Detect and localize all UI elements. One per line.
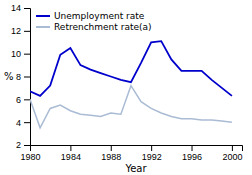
legend-label: Retrenchment rate(a) — [54, 22, 152, 32]
tick: 1992 — [142, 145, 162, 162]
tick-label: 1984 — [61, 152, 81, 162]
tick-mark — [151, 145, 152, 151]
tick: 6 — [16, 95, 30, 105]
chart: 1980 1984 1988 1992 1996 2000 2 4 6 8 10 12 14 Unempl… — [0, 0, 252, 175]
tick: 14 — [11, 3, 30, 13]
tick: 1980 — [20, 145, 40, 162]
tick-mark — [70, 145, 71, 151]
tick-mark — [192, 145, 193, 151]
tick-mark — [24, 122, 30, 123]
tick-label: 1980 — [20, 152, 40, 162]
x-axis: 1980 1984 1988 1992 1996 2000 — [20, 145, 242, 162]
tick-label: 8 — [16, 72, 21, 82]
tick-mark — [232, 145, 233, 151]
tick: 12 — [11, 26, 30, 36]
legend-item: Unemployment rate — [36, 11, 145, 21]
tick: 1988 — [101, 145, 121, 162]
tick-label: 1988 — [101, 152, 121, 162]
tick: 2 — [16, 140, 30, 150]
tick-label: 10 — [11, 49, 21, 59]
series-group — [30, 41, 232, 128]
tick-label: 12 — [11, 26, 21, 36]
tick: 8 — [16, 72, 30, 82]
legend: Unemployment rateRetrenchment rate(a) — [36, 11, 152, 32]
tick-label: 6 — [16, 95, 21, 105]
tick-label: 2 — [16, 140, 21, 150]
line — [30, 86, 232, 128]
tick-label: 2000 — [222, 152, 242, 162]
tick: 1996 — [182, 145, 202, 162]
tick: 10 — [11, 49, 30, 59]
tick: 4 — [16, 118, 30, 128]
legend-label: Unemployment rate — [54, 11, 145, 21]
tick-mark — [24, 145, 30, 146]
y-axis-label: % — [4, 71, 14, 82]
legend-swatch — [36, 26, 50, 28]
legend-item: Retrenchment rate(a) — [36, 22, 152, 32]
plot: 1980 1984 1988 1992 1996 2000 2 4 6 8 10 12 14 Unempl… — [11, 3, 243, 162]
tick: 2000 — [222, 145, 242, 162]
tick-mark — [24, 99, 30, 100]
axis-line — [24, 9, 31, 146]
tick-mark — [111, 145, 112, 151]
tick-mark — [24, 77, 30, 78]
tick-label: 1996 — [182, 152, 202, 162]
tick-label: 4 — [16, 118, 21, 128]
tick-mark — [24, 31, 30, 32]
tick-mark — [24, 8, 30, 9]
x-axis-label: Year — [124, 163, 147, 174]
axis-line — [31, 146, 243, 152]
tick-label: 14 — [11, 3, 21, 13]
tick-mark — [24, 54, 30, 55]
tick-label: 1992 — [142, 152, 162, 162]
legend-swatch — [36, 15, 50, 17]
tick: 1984 — [61, 145, 81, 162]
y-axis: 2 4 6 8 10 12 14 — [11, 3, 31, 150]
